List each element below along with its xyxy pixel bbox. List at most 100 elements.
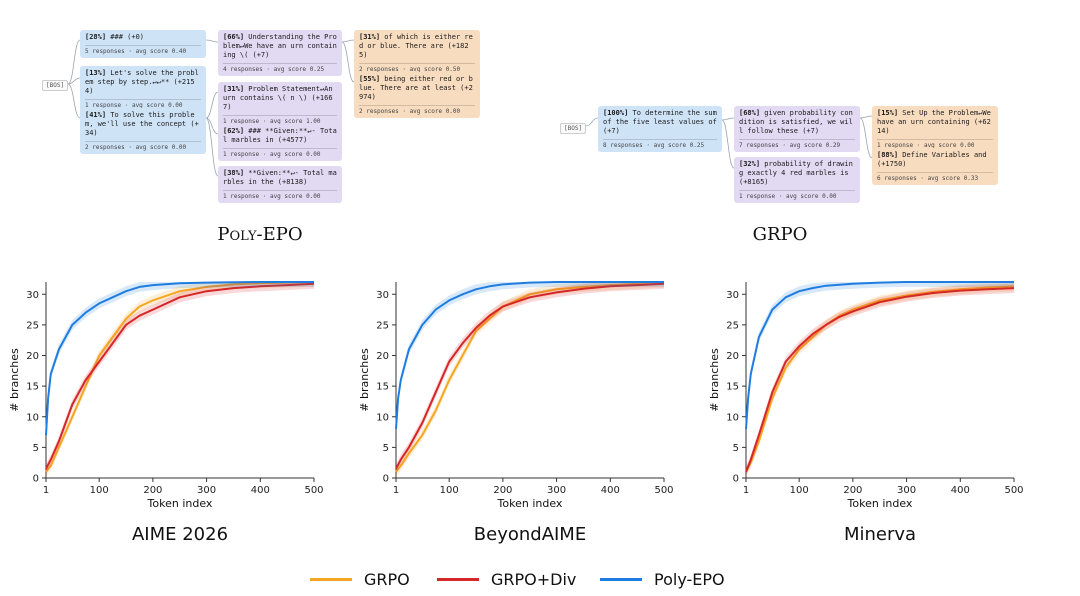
y-tick-label: 0 <box>33 474 39 485</box>
series-line <box>745 287 1015 473</box>
node-percent: [68%] <box>739 109 761 117</box>
chart-minerva: 0 5 10 15 20 25 30 1 100 200 300 400 500 Token index #… <box>708 281 1024 545</box>
y-tick-label: 5 <box>733 443 739 454</box>
node-percent: [55%] <box>359 75 381 83</box>
series-band <box>746 282 1014 477</box>
legend-label: GRPO <box>364 569 410 589</box>
series-line <box>45 281 315 473</box>
tree-node: [41%] To solve this problem, we'll use t… <box>80 108 206 154</box>
x-tick-label: 200 <box>493 485 512 496</box>
node-meta: 6 responses · avg score 0.33 <box>877 172 993 183</box>
chart-title: BeyondAIME <box>474 524 586 545</box>
series-line <box>395 281 664 430</box>
series-line <box>395 281 665 473</box>
node-percent: [31%] <box>359 33 381 41</box>
tree-node: [28%] ### (+0) 5 responses · avg score 0… <box>80 30 206 58</box>
series-line <box>395 282 665 470</box>
series-line <box>745 281 1014 430</box>
x-tick-label: 100 <box>90 485 109 496</box>
node-text: To determine the sum of the five least v… <box>603 109 717 135</box>
y-tick-label: 15 <box>26 382 39 393</box>
node-text: Define Variables and (+1750) <box>877 151 987 168</box>
y-tick-label: 0 <box>383 474 389 485</box>
y-tick-label: 20 <box>376 351 389 362</box>
y-tick-label: 30 <box>376 290 389 301</box>
node-meta: 1 response · avg score 0.00 <box>877 139 993 150</box>
y-tick-label: 0 <box>733 474 739 485</box>
node-text: Let's solve the problem step by step.↵↵*… <box>85 69 199 95</box>
y-tick-label: 25 <box>376 320 389 331</box>
bos-token: [BOS] <box>42 80 69 91</box>
chart-title: AIME 2026 <box>132 524 228 545</box>
legend-swatch <box>437 577 479 581</box>
y-tick-label: 5 <box>383 443 389 454</box>
legend-label: Poly-EPO <box>654 569 725 589</box>
node-percent: [100%] <box>603 109 629 117</box>
x-tick-label: 200 <box>143 485 162 496</box>
tree-node: [62%] ### **Given:**↵- Total marbles in … <box>218 124 342 161</box>
node-percent: [66%] <box>223 33 245 41</box>
node-text: ### **Given:**↵- Total marbles in (+4577… <box>223 127 337 144</box>
x-tick-label: 100 <box>790 485 809 496</box>
x-axis-label: Token index <box>147 497 213 510</box>
tree-node: [13%] Let's solve the problem step by st… <box>80 66 206 112</box>
tree-node: [32%] probability of drawing exactly 4 r… <box>734 157 860 203</box>
chart-aime-2026: 0 5 10 15 20 25 30 1 100 200 300 400 500 Token index #… <box>8 281 324 545</box>
node-meta: 4 responses · avg score 0.25 <box>223 63 337 74</box>
node-percent: [62%] <box>223 127 245 135</box>
node-percent: [31%] <box>223 85 245 93</box>
x-tick-label: 200 <box>843 485 862 496</box>
poly-tree-connectors <box>67 39 355 177</box>
node-percent: [28%] <box>85 33 107 41</box>
y-axis-label: # branches <box>708 348 721 412</box>
x-tick-label: 1 <box>393 485 399 496</box>
tree-node: [88%] Define Variables and (+1750) 6 res… <box>872 148 998 185</box>
legend-item-grpo: GRPO <box>310 568 410 590</box>
tree-node: [31%] Problem Statement↵An urn contains … <box>218 82 342 128</box>
node-text: being either red or blue. There are at l… <box>359 75 473 101</box>
series-line <box>745 285 1015 473</box>
node-meta: 5 responses · avg score 0.40 <box>85 45 201 56</box>
x-tick-label: 500 <box>1004 485 1023 496</box>
tree-caption: Poly-EPO <box>217 224 303 245</box>
y-tick-label: 10 <box>26 412 39 423</box>
node-percent: [38%] <box>223 169 245 177</box>
node-text: probability of drawing exactly 4 red mar… <box>739 160 853 186</box>
x-axis-label: Token index <box>847 497 913 510</box>
tree-node: [55%] being either red or blue. There ar… <box>354 72 480 118</box>
node-text: of which is either red or blue. There ar… <box>359 33 473 59</box>
node-meta: 1 response · avg score 0.00 <box>85 99 201 110</box>
tree-node: [68%] given probability condition is sat… <box>734 106 860 152</box>
x-tick-label: 400 <box>951 485 970 496</box>
node-text: Understanding the Problem↵We have an urn… <box>223 33 337 59</box>
node-meta: 7 responses · avg score 0.29 <box>739 139 855 150</box>
x-tick-label: 500 <box>304 485 323 496</box>
node-percent: [13%] <box>85 69 107 77</box>
node-meta: 2 responses · avg score 0.00 <box>85 141 201 152</box>
y-tick-label: 10 <box>376 412 389 423</box>
y-axis-label: # branches <box>358 348 371 412</box>
node-meta: 8 responses · avg score 0.25 <box>603 139 717 150</box>
x-tick-label: 500 <box>654 485 673 496</box>
chart-title: Minerva <box>844 524 916 545</box>
legend-swatch <box>310 577 352 581</box>
tree-node: [38%] **Given:**↵- Total marbles in the … <box>218 166 342 203</box>
x-tick-label: 300 <box>197 485 216 496</box>
y-tick-label: 15 <box>376 382 389 393</box>
tree-caption: GRPO <box>752 224 808 245</box>
node-percent: [32%] <box>739 160 761 168</box>
y-axis-label: # branches <box>8 348 21 412</box>
legend-item-grpo-div: GRPO+Div <box>437 568 576 590</box>
node-meta: 1 response · avg score 1.00 <box>223 115 337 126</box>
y-tick-label: 5 <box>33 443 39 454</box>
legend-item-poly-epo: Poly-EPO <box>600 568 725 590</box>
legend-label: GRPO+Div <box>491 569 577 589</box>
y-tick-label: 25 <box>726 320 739 331</box>
tree-node: [15%] Set Up the Problem↵We have an urn … <box>872 106 998 152</box>
tree-node: [31%] of which is either red or blue. Th… <box>354 30 480 76</box>
node-meta: 1 response · avg score 0.00 <box>223 148 337 159</box>
bos-token: [BOS] <box>560 123 587 134</box>
y-tick-label: 30 <box>726 290 739 301</box>
node-percent: [88%] <box>877 151 899 159</box>
x-tick-label: 300 <box>547 485 566 496</box>
